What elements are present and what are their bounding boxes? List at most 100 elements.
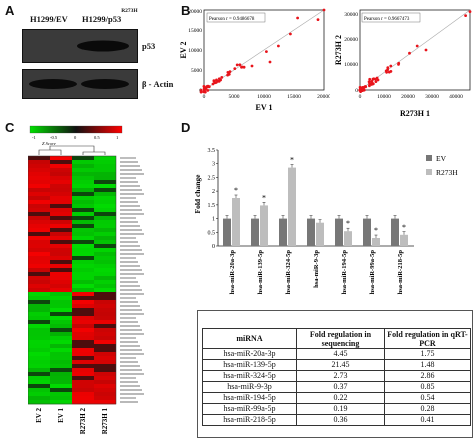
heatmap-cell <box>72 384 94 389</box>
color-key-tick: -1 <box>32 135 36 140</box>
color-key-tick: 1 <box>116 135 118 140</box>
scatter-plot-ev: Pearson r = 0.9486678 0 5000 10000 15000… <box>180 8 330 112</box>
color-key-tick: 0.5 <box>94 135 100 140</box>
bar-ev <box>391 218 399 246</box>
heatmap-cell <box>50 284 72 289</box>
heatmap-cell <box>50 392 72 397</box>
scatter-point <box>220 76 224 79</box>
heatmap-cell <box>94 224 116 229</box>
heatmap-cell <box>94 192 116 197</box>
table-cell: hsa-miR-139-5p <box>202 359 297 371</box>
table-row: hsa-miR-99a-5p 0.19 0.28 <box>202 403 471 415</box>
heatmap-cell <box>28 312 50 317</box>
bar-r273h <box>260 205 268 246</box>
heatmap-cell <box>72 380 94 385</box>
scatter-point <box>242 65 246 69</box>
heatmap-cell <box>28 384 50 389</box>
scatter-point <box>289 32 292 36</box>
heatmap-cell <box>50 304 72 309</box>
heatmap-cell <box>50 396 72 401</box>
table-cell: 0.28 <box>384 403 471 415</box>
heatmap-cell <box>28 216 50 221</box>
heatmap-cell <box>94 320 116 325</box>
heatmap-cell <box>50 308 72 313</box>
table-cell: hsa-miR-218-5p <box>202 414 297 426</box>
scatter-point <box>215 78 218 82</box>
heatmap-cell <box>28 368 50 373</box>
heatmap-cell <box>50 340 72 345</box>
bar-ev <box>223 218 231 246</box>
heatmap-cell <box>50 200 72 205</box>
panel-label-a: A <box>5 3 15 18</box>
heatmap-cell <box>72 216 94 221</box>
scatter-point <box>235 63 239 67</box>
bar-r273h <box>344 231 352 246</box>
heatmap-cell <box>28 276 50 281</box>
table-cell: 0.36 <box>296 414 385 426</box>
heatmap-cell <box>50 280 72 285</box>
heatmap-cell <box>72 196 94 201</box>
lane-label-r273h: H1299/p53R273H <box>82 8 138 24</box>
heatmap-cell <box>72 368 94 373</box>
heatmap-cell <box>94 180 116 185</box>
band-actin-r273h <box>81 79 129 89</box>
heatmap-cell <box>72 240 94 245</box>
heatmap-cell <box>72 204 94 209</box>
table-cell: hsa-miR-324-5p <box>202 370 297 382</box>
heatmap-cell <box>94 356 116 361</box>
heatmap-cell <box>50 188 72 193</box>
western-blot: H1299/EV H1299/p53R273H p53 β - Actin <box>22 8 173 112</box>
heatmap-cell <box>72 300 94 305</box>
heatmap-cell <box>28 396 50 401</box>
color-key-title: Z Score <box>42 141 56 146</box>
heatmap-cell <box>94 296 116 301</box>
heatmap-cell <box>72 364 94 369</box>
heatmap-cell <box>50 224 72 229</box>
heatmap-cell <box>50 176 72 181</box>
heatmap-cell <box>50 276 72 281</box>
heatmap-cell <box>94 324 116 329</box>
heatmap-cell <box>72 168 94 173</box>
heatmap-cell <box>28 192 50 197</box>
heatmap-cell <box>94 232 116 237</box>
heatmap-cell <box>94 276 116 281</box>
scatter-point <box>202 85 206 88</box>
x-tick-label: 0 <box>359 94 362 100</box>
table-cell: 21.45 <box>296 359 385 371</box>
scatter-point <box>212 79 216 82</box>
heatmap-cell <box>28 332 50 337</box>
heatmap-svg: -1 -0.5 0 0.5 1 Z Score EV 2 EV 1 R273H … <box>27 125 144 434</box>
legend: EV R273H <box>426 154 458 177</box>
heatmap-cell <box>28 256 50 261</box>
scatter-point <box>322 8 326 12</box>
bar-r273h <box>400 234 408 246</box>
heatmap-cell <box>28 224 50 229</box>
heatmap-cell <box>28 164 50 169</box>
y-tick-labels: 0 5000 10000 15000 20000 <box>188 9 202 94</box>
y-tick-label: 3.5 <box>208 148 216 154</box>
heatmap-cell <box>72 388 94 393</box>
heatmap-cell <box>28 356 50 361</box>
pearson-box <box>361 12 421 23</box>
heatmap-cell <box>50 332 72 337</box>
heatmap-cell <box>72 260 94 265</box>
heatmap-cell <box>28 344 50 349</box>
fit-line <box>359 9 471 91</box>
y-tick-label: 20000 <box>188 9 202 15</box>
table-cell: 0.85 <box>384 381 471 393</box>
heatmap-cell <box>50 168 72 173</box>
heatmap-cell <box>50 180 72 185</box>
heatmap-cell <box>50 292 72 297</box>
heatmap-cell <box>50 324 72 329</box>
table-header-row: miRNA Fold regulation in sequencing Fold… <box>202 328 471 349</box>
scatter-point <box>408 51 411 55</box>
table-cell: 0.54 <box>384 392 471 404</box>
bar-ev <box>279 218 287 246</box>
scatter-point <box>370 81 374 84</box>
scatter-point <box>296 16 299 20</box>
heatmap-cell <box>28 172 50 177</box>
heatmap-cell <box>72 324 94 329</box>
pearson-label: Pearson r = 0.9667473 <box>364 17 410 22</box>
x-tick-label: hsa-miR-324-5p <box>285 250 292 295</box>
heatmap-cell <box>50 312 72 317</box>
